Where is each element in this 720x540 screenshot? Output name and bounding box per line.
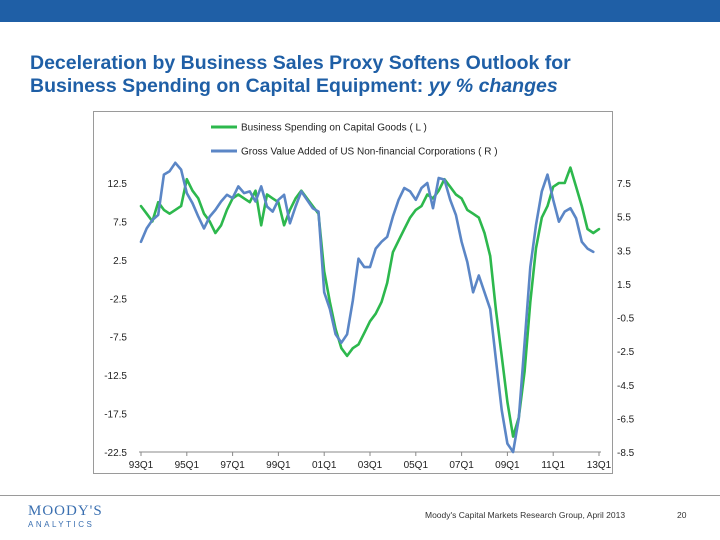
x-tick-label: 09Q1 <box>495 460 520 471</box>
footer-divider <box>0 495 720 496</box>
page-number: 20 <box>677 510 687 520</box>
series-line-capital-goods <box>139 166 601 438</box>
x-tick-label: 07Q1 <box>449 460 474 471</box>
left-axis-tick-label: -12.5 <box>104 371 127 382</box>
x-tick-label: 95Q1 <box>175 460 200 471</box>
logo-main-text: MOODY'S <box>28 503 103 519</box>
x-tick-label: 11Q1 <box>541 460 565 471</box>
chart-frame <box>93 111 613 474</box>
right-axis-tick-label: 5.5 <box>617 213 631 224</box>
x-tick-label: 99Q1 <box>266 460 291 471</box>
left-axis-tick-label: 2.5 <box>113 256 127 267</box>
right-axis-tick-label: -4.5 <box>617 381 635 392</box>
left-axis-tick-label: -22.5 <box>104 448 127 459</box>
title-line-2: Business Spending on Capital Equipment: <box>30 75 429 97</box>
right-axis-tick-label: 7.5 <box>617 179 631 190</box>
slide-title: Deceleration by Business Sales Proxy Sof… <box>30 52 710 98</box>
title-line-1: Deceleration by Business Sales Proxy Sof… <box>30 52 571 74</box>
left-axis-tick-label: 7.5 <box>113 217 127 228</box>
right-axis-tick-label: -0.5 <box>617 314 635 325</box>
legend-label: Gross Value Added of US Non-financial Co… <box>241 147 498 158</box>
x-tick-label: 13Q1 <box>587 460 612 471</box>
moodys-analytics-logo: MOODY'S ANALYTICS <box>28 503 118 537</box>
left-axis-tick-label: -2.5 <box>110 294 128 305</box>
title-line-2-italic: yy % changes <box>428 75 558 97</box>
right-axis-tick-label: 3.5 <box>617 246 631 257</box>
legend-label: Business Spending on Capital Goods ( L ) <box>241 123 427 134</box>
x-tick-label: 97Q1 <box>220 460 245 471</box>
left-axis-tick-label: -7.5 <box>110 333 128 344</box>
x-tick-label: 93Q1 <box>129 460 154 471</box>
logo-sub-text: ANALYTICS <box>28 520 95 529</box>
right-axis-tick-label: 1.5 <box>617 280 631 291</box>
right-axis-tick-label: -2.5 <box>617 347 635 358</box>
x-tick-label: 05Q1 <box>404 460 429 471</box>
right-axis-tick-label: -8.5 <box>617 448 635 459</box>
x-tick-label: 03Q1 <box>358 460 383 471</box>
x-tick-label: 01Q1 <box>312 460 337 471</box>
right-axis-tick-label: -6.5 <box>617 414 635 425</box>
header-bar <box>0 0 720 22</box>
series-line-gross-value-added <box>139 161 595 454</box>
left-axis-tick-label: -17.5 <box>104 410 127 421</box>
left-axis-tick-label: 12.5 <box>108 179 128 190</box>
source-credit: Moody's Capital Markets Research Group, … <box>425 510 626 520</box>
